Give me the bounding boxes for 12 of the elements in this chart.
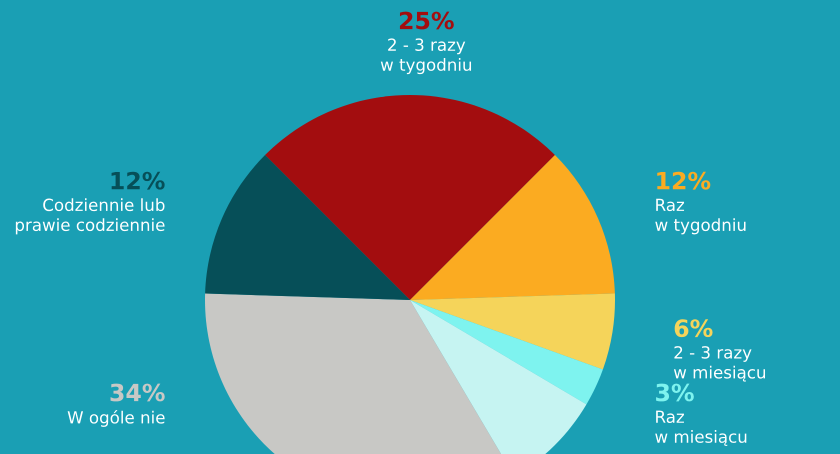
data-label: 12% xyxy=(112,172,165,190)
data-label: 3% xyxy=(656,384,694,402)
data-label: 6% xyxy=(674,319,713,338)
data-label: 12% xyxy=(657,172,710,190)
slice-label: 2 - 3 razy w tygodniu xyxy=(380,38,472,74)
slice-label: Raz w miesiącu xyxy=(655,410,746,446)
slice-label: Codziennie lub prawie codziennie xyxy=(16,198,165,234)
slice-label: W ogóle nie xyxy=(68,410,165,427)
slice-label: 2 - 3 razy w miesiącu xyxy=(674,346,766,382)
data-label: 25% xyxy=(400,12,454,30)
slice-label: Raz w tygodniu xyxy=(655,198,746,234)
data-label: 34% xyxy=(110,384,165,402)
